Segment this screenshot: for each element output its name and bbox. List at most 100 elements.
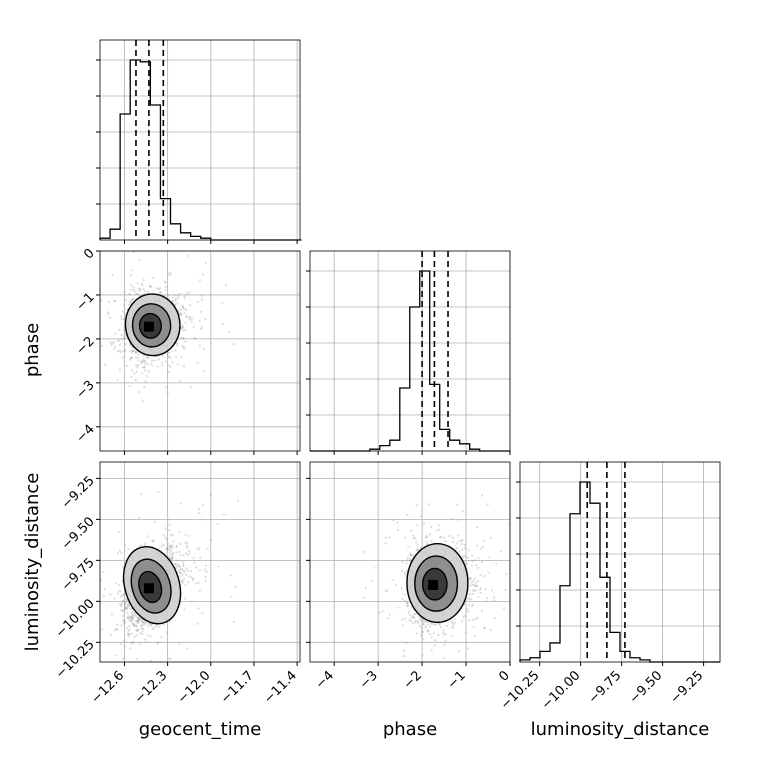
scatter-point <box>166 352 169 355</box>
scatter-point <box>131 356 134 359</box>
scatter-point <box>136 621 139 624</box>
scatter-point <box>113 629 116 632</box>
scatter-point <box>133 624 136 627</box>
scatter-point <box>124 544 127 547</box>
scatter-point <box>192 325 195 328</box>
scatter-point <box>118 368 122 372</box>
scatter-point <box>410 529 413 532</box>
scatter-point <box>172 300 175 303</box>
scatter-point <box>420 630 424 633</box>
scatter-point <box>468 577 471 580</box>
scatter-point <box>128 619 131 622</box>
scatter-point <box>189 315 192 319</box>
scatter-point <box>127 634 130 638</box>
scatter-point <box>145 641 148 644</box>
scatter-point <box>471 554 474 557</box>
density-peak <box>428 579 439 590</box>
scatter-point <box>438 536 442 539</box>
scatter-point <box>117 339 120 343</box>
scatter-point <box>404 599 407 602</box>
scatter-point <box>438 623 441 626</box>
panel-geocent_time-luminosity_distance: −12.6 −12.3 −12.0 −11.7 −11.4−10.25−10.00−9.… <box>53 461 301 707</box>
scatter-point <box>205 570 208 573</box>
scatter-point <box>132 622 135 626</box>
scatter-point <box>429 622 433 625</box>
scatter-point <box>177 568 181 572</box>
scatter-point <box>132 640 135 643</box>
scatter-point <box>156 641 160 644</box>
scatter-point <box>405 559 409 562</box>
scatter-point <box>128 384 131 388</box>
scatter-point <box>479 587 482 590</box>
scatter-point <box>169 544 172 547</box>
scatter-point <box>124 343 127 346</box>
scatter-point <box>132 349 135 352</box>
scatter-point <box>152 276 155 279</box>
scatter-point <box>202 348 205 351</box>
scatter-point <box>483 626 486 629</box>
scatter-point <box>124 606 127 609</box>
scatter-point <box>467 610 470 613</box>
scatter-point <box>429 632 432 636</box>
scatter-point <box>136 292 140 296</box>
scatter-point <box>427 623 430 626</box>
scatter-point <box>127 617 131 620</box>
scatter-point <box>230 595 233 598</box>
scatter-point <box>132 286 135 289</box>
scatter-point <box>420 634 423 637</box>
scatter-point <box>182 364 186 368</box>
scatter-point <box>115 628 118 631</box>
scatter-point <box>186 569 189 572</box>
scatter-point <box>191 578 194 581</box>
scatter-point <box>197 582 200 585</box>
scatter-point <box>143 544 146 547</box>
scatter-point <box>135 629 138 632</box>
scatter-point <box>467 597 470 600</box>
scatter-point <box>140 620 144 623</box>
scatter-point <box>421 667 423 669</box>
scatter-point <box>144 369 147 372</box>
x-tick-label: −9.50 <box>627 668 666 707</box>
scatter-point <box>493 596 496 599</box>
scatter-point <box>116 552 120 555</box>
scatter-point <box>452 623 455 626</box>
scatter-point <box>113 696 115 698</box>
scatter-point <box>474 559 477 562</box>
scatter-point <box>416 543 420 546</box>
scatter-point <box>422 623 426 626</box>
scatter-point <box>175 544 178 548</box>
scatter-point <box>115 627 118 631</box>
histogram-phase <box>310 270 510 452</box>
scatter-point <box>152 627 155 631</box>
scatter-point <box>133 635 136 638</box>
scatter-point <box>121 566 125 569</box>
scatter-point <box>117 589 120 593</box>
scatter-point <box>416 420 418 422</box>
scatter-point <box>120 624 123 627</box>
scatter-point <box>476 566 479 570</box>
scatter-point <box>180 314 183 317</box>
scatter-point <box>468 619 471 622</box>
scatter-point <box>505 572 508 576</box>
scatter-point <box>150 359 154 362</box>
scatter-point <box>202 503 205 507</box>
scatter-point <box>184 340 187 343</box>
scatter-point <box>169 544 172 547</box>
scatter-point <box>137 621 140 624</box>
scatter-point <box>394 583 397 586</box>
scatter-point <box>150 285 153 288</box>
scatter-point <box>169 271 172 274</box>
scatter-point <box>204 317 207 321</box>
scatter-point <box>183 297 186 300</box>
scatter-point <box>120 609 123 612</box>
scatter-point <box>114 582 118 585</box>
scatter-point <box>157 358 160 361</box>
scatter-point <box>136 619 139 623</box>
scatter-point <box>476 584 479 587</box>
scatter-point <box>451 625 454 628</box>
scatter-point <box>147 357 150 360</box>
scatter-point <box>137 616 140 619</box>
scatter-point <box>134 290 137 293</box>
scatter-point <box>120 551 123 555</box>
scatter-point <box>163 280 166 283</box>
